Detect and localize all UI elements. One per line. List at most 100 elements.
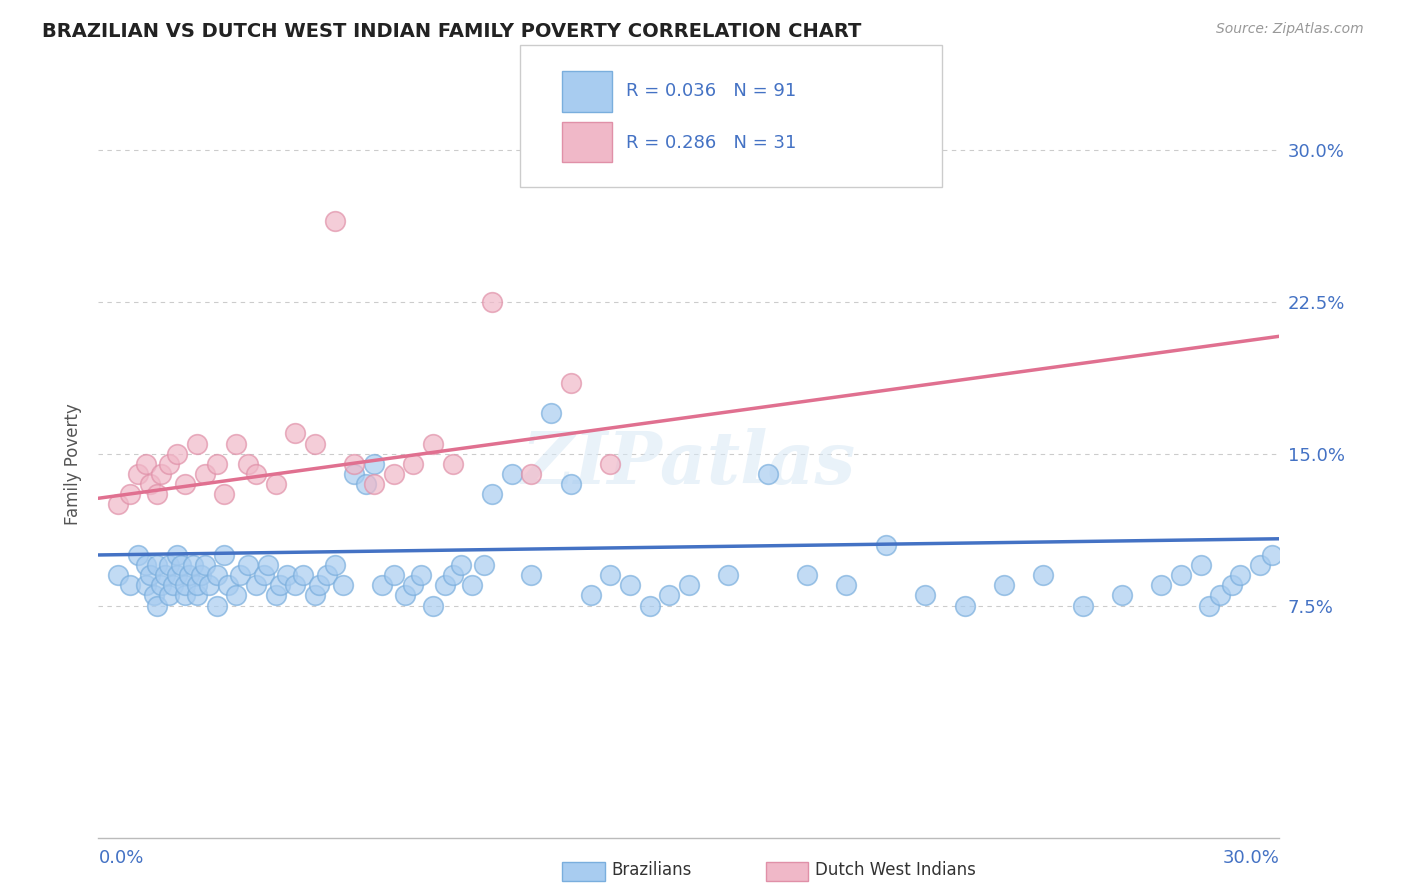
Point bbox=[323, 558, 346, 573]
Point bbox=[118, 578, 141, 592]
Point bbox=[225, 589, 247, 603]
Point bbox=[332, 578, 354, 592]
Point bbox=[284, 578, 307, 592]
Point bbox=[756, 467, 779, 481]
Point bbox=[150, 578, 173, 592]
Point bbox=[135, 578, 157, 592]
Point bbox=[402, 457, 425, 471]
Point bbox=[127, 548, 149, 562]
Point bbox=[354, 477, 377, 491]
Point bbox=[481, 294, 503, 309]
Point bbox=[194, 467, 217, 481]
Point bbox=[264, 589, 287, 603]
Point bbox=[174, 589, 197, 603]
Point bbox=[450, 558, 472, 573]
Point bbox=[1071, 599, 1094, 613]
Point bbox=[560, 376, 582, 390]
Point bbox=[284, 426, 307, 441]
Point bbox=[269, 578, 291, 592]
Point bbox=[214, 487, 236, 501]
Point bbox=[166, 548, 188, 562]
Point bbox=[619, 578, 641, 592]
Point bbox=[157, 558, 180, 573]
Point bbox=[501, 467, 523, 481]
Point bbox=[363, 477, 385, 491]
Point bbox=[205, 599, 228, 613]
Point bbox=[292, 568, 315, 582]
Point bbox=[181, 558, 204, 573]
Text: BRAZILIAN VS DUTCH WEST INDIAN FAMILY POVERTY CORRELATION CHART: BRAZILIAN VS DUTCH WEST INDIAN FAMILY PO… bbox=[42, 22, 862, 41]
Point bbox=[520, 467, 543, 481]
Point bbox=[276, 568, 298, 582]
Text: 0.0%: 0.0% bbox=[98, 848, 143, 867]
Point bbox=[1170, 568, 1192, 582]
Point bbox=[315, 568, 337, 582]
Point bbox=[142, 589, 165, 603]
Point bbox=[520, 568, 543, 582]
Point bbox=[875, 538, 897, 552]
Point bbox=[953, 599, 976, 613]
Point bbox=[540, 406, 562, 420]
Text: R = 0.286   N = 31: R = 0.286 N = 31 bbox=[626, 134, 796, 152]
Point bbox=[118, 487, 141, 501]
Point bbox=[107, 497, 129, 511]
Point bbox=[225, 436, 247, 450]
Y-axis label: Family Poverty: Family Poverty bbox=[63, 403, 82, 524]
Point bbox=[382, 568, 405, 582]
Point bbox=[441, 568, 464, 582]
Point bbox=[138, 568, 160, 582]
Point bbox=[205, 457, 228, 471]
Point bbox=[166, 447, 188, 461]
Point bbox=[253, 568, 276, 582]
Point bbox=[411, 568, 433, 582]
Point bbox=[127, 467, 149, 481]
Point bbox=[1032, 568, 1054, 582]
Point bbox=[186, 578, 208, 592]
Point bbox=[599, 457, 621, 471]
Point bbox=[461, 578, 484, 592]
Point bbox=[236, 558, 259, 573]
Point bbox=[599, 568, 621, 582]
Point bbox=[190, 568, 212, 582]
Point bbox=[150, 467, 173, 481]
Point bbox=[433, 578, 456, 592]
Text: ZIPatlas: ZIPatlas bbox=[522, 428, 856, 500]
Point bbox=[323, 214, 346, 228]
Point bbox=[678, 578, 700, 592]
Point bbox=[170, 558, 193, 573]
Point bbox=[579, 589, 602, 603]
Point bbox=[1229, 568, 1251, 582]
Point bbox=[264, 477, 287, 491]
Point bbox=[422, 436, 444, 450]
Point bbox=[1249, 558, 1271, 573]
Point bbox=[472, 558, 495, 573]
Point bbox=[560, 477, 582, 491]
Point bbox=[1189, 558, 1212, 573]
Point bbox=[205, 568, 228, 582]
Point bbox=[796, 568, 818, 582]
Text: R = 0.036   N = 91: R = 0.036 N = 91 bbox=[626, 82, 796, 100]
Point bbox=[441, 457, 464, 471]
Point bbox=[186, 589, 208, 603]
Point bbox=[402, 578, 425, 592]
Point bbox=[245, 578, 267, 592]
Point bbox=[1150, 578, 1173, 592]
Point bbox=[138, 477, 160, 491]
Point bbox=[481, 487, 503, 501]
Point bbox=[174, 578, 197, 592]
Point bbox=[394, 589, 416, 603]
Point bbox=[363, 457, 385, 471]
Point bbox=[343, 457, 366, 471]
Point bbox=[256, 558, 278, 573]
Point bbox=[166, 568, 188, 582]
Point bbox=[174, 477, 197, 491]
Point bbox=[157, 589, 180, 603]
Point bbox=[1198, 599, 1220, 613]
Text: Source: ZipAtlas.com: Source: ZipAtlas.com bbox=[1216, 22, 1364, 37]
Point bbox=[155, 568, 177, 582]
Point bbox=[186, 436, 208, 450]
Text: 30.0%: 30.0% bbox=[1223, 848, 1279, 867]
Point bbox=[146, 558, 169, 573]
Point bbox=[638, 599, 661, 613]
Point bbox=[229, 568, 252, 582]
